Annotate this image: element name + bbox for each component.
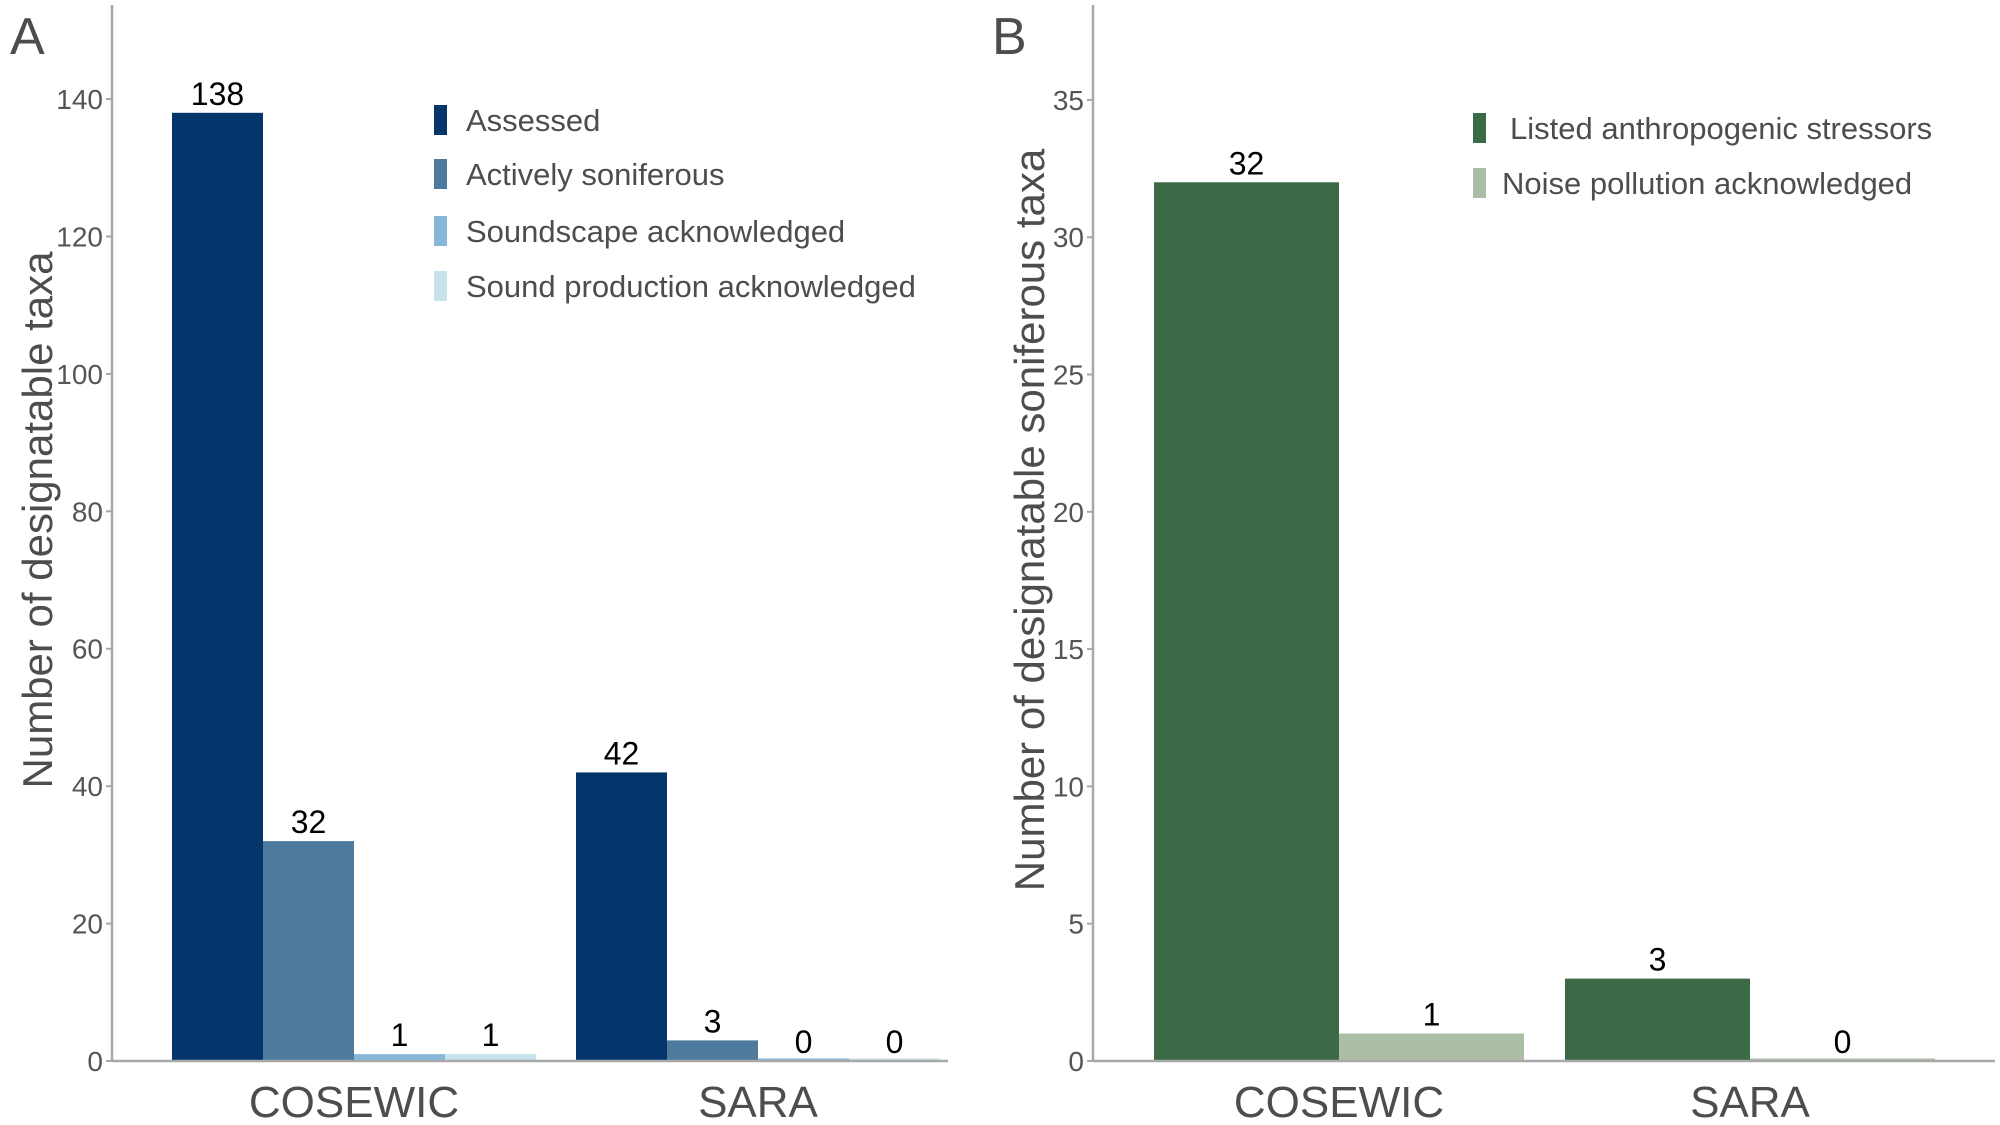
bar xyxy=(576,772,667,1061)
data-label: 1 xyxy=(1423,997,1441,1033)
bar xyxy=(172,112,263,1061)
data-label: 0 xyxy=(795,1024,813,1060)
legend-swatch xyxy=(434,105,447,135)
data-label: 138 xyxy=(191,76,244,112)
bar xyxy=(354,1054,445,1061)
bar xyxy=(667,1040,758,1061)
y-tick-label: 30 xyxy=(1053,222,1084,253)
data-label: 3 xyxy=(1649,942,1667,978)
legend-label: Actively soniferous xyxy=(466,157,724,192)
data-label: 42 xyxy=(604,735,640,771)
legend-label: Sound production acknowledged xyxy=(466,269,916,304)
data-label: 1 xyxy=(391,1017,409,1053)
legend-label: Assessed xyxy=(466,103,600,138)
legend-swatch xyxy=(434,159,447,189)
data-label: 1 xyxy=(482,1017,500,1053)
y-tick-label: 35 xyxy=(1053,85,1084,116)
data-label: 32 xyxy=(291,804,327,840)
legend-swatch xyxy=(1473,168,1486,198)
y-axis-title: Number of designatable taxa xyxy=(14,251,61,789)
x-category-label: SARA xyxy=(1690,1078,1810,1125)
y-tick-label: 25 xyxy=(1053,360,1084,391)
legend: Listed anthropogenic stressors Noise poll… xyxy=(1473,111,1932,201)
legend: Assessed Actively soniferous Soundscape ac… xyxy=(434,103,916,304)
x-category-label: COSEWIC xyxy=(1234,1078,1444,1125)
legend-label: Listed anthropogenic stressors xyxy=(1510,111,1932,146)
y-tick-label: 100 xyxy=(56,359,103,390)
data-label: 32 xyxy=(1229,145,1265,181)
y-tick-label: 20 xyxy=(72,909,103,940)
legend-swatch xyxy=(434,271,447,301)
y-tick-label: 10 xyxy=(1053,771,1084,802)
legend-swatch xyxy=(1473,113,1486,143)
bar xyxy=(1565,978,1750,1061)
y-tick-label: 80 xyxy=(72,496,103,527)
bar xyxy=(1339,1033,1524,1061)
y-tick-label: 20 xyxy=(1053,497,1084,528)
legend-swatch xyxy=(434,216,447,246)
data-label: 0 xyxy=(1834,1024,1852,1060)
bar xyxy=(445,1054,536,1061)
y-tick-label: 0 xyxy=(87,1046,103,1077)
y-tick-label: 120 xyxy=(56,221,103,252)
panel-label-b: B xyxy=(992,8,1027,66)
y-tick-label: 0 xyxy=(1068,1046,1084,1077)
x-category-label: SARA xyxy=(698,1078,818,1125)
x-category-label: COSEWIC xyxy=(249,1078,459,1125)
panel-label-a: A xyxy=(10,8,45,66)
data-label: 3 xyxy=(704,1003,722,1039)
data-label: 0 xyxy=(886,1024,904,1060)
legend-label: Soundscape acknowledged xyxy=(466,214,845,249)
y-tick-label: 15 xyxy=(1053,634,1084,665)
y-tick-label: 5 xyxy=(1068,909,1084,940)
y-tick-label: 40 xyxy=(72,771,103,802)
bar xyxy=(263,841,354,1061)
bar xyxy=(1154,182,1339,1061)
y-axis-title: Number of designatable soniferous taxa xyxy=(1006,148,1053,891)
legend-label: Noise pollution acknowledged xyxy=(1502,166,1912,201)
y-tick-label: 140 xyxy=(56,84,103,115)
y-tick-label: 60 xyxy=(72,634,103,665)
